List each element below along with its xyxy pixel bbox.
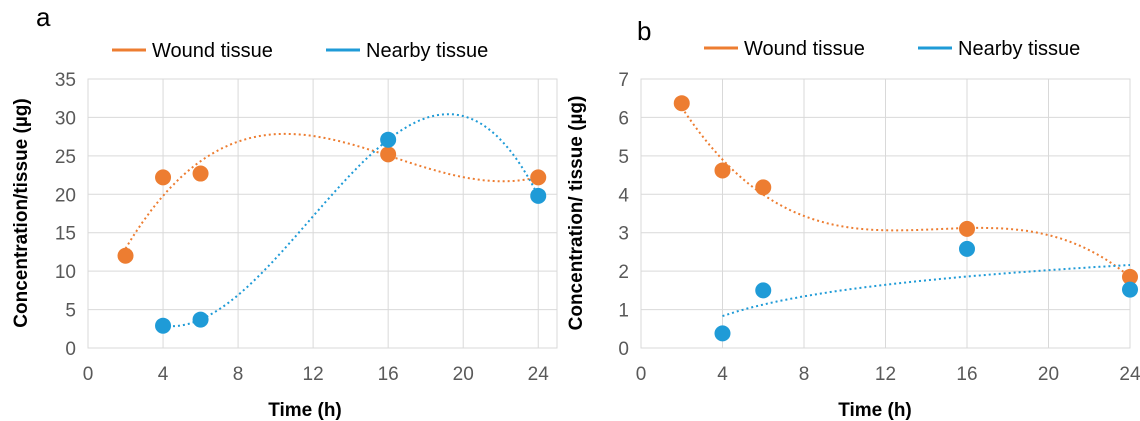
chart-panel-a: a 0 5 10 15 20 25 30 35 0 4 8 12 16 20 24 Concentration/…	[11, 2, 558, 421]
data-point	[714, 325, 731, 342]
panel-label: b	[637, 16, 651, 46]
y-tick-label: 0	[65, 339, 76, 360]
x-tick-label: 20	[1038, 364, 1059, 385]
y-tick-label: 7	[618, 70, 629, 91]
plot-frame	[87, 78, 558, 349]
data-point	[755, 282, 772, 299]
data-point	[530, 187, 547, 204]
x-tick-label: 20	[453, 364, 474, 385]
data-point	[959, 240, 975, 257]
data-point	[380, 146, 397, 163]
trendline	[162, 113, 540, 328]
x-tick-label: 8	[233, 364, 244, 385]
y-tick-label: 10	[55, 262, 76, 283]
x-tick-label: 16	[956, 364, 977, 385]
y-tick-label: 15	[55, 224, 76, 245]
x-tick-label: 24	[528, 364, 550, 385]
data-point	[155, 317, 172, 334]
data-point	[380, 131, 397, 148]
y-tick-label: 20	[55, 185, 76, 206]
legend-label: Wound tissue	[152, 40, 273, 62]
x-tick-label: 12	[875, 364, 896, 385]
x-tick-label: 16	[378, 364, 399, 385]
x-tick-label: 24	[1119, 364, 1140, 385]
y-tick-label: 5	[618, 147, 629, 168]
x-tick-label: 0	[636, 364, 647, 385]
x-tick-label: 4	[158, 364, 169, 385]
data-point	[117, 247, 134, 264]
y-tick-label: 1	[618, 301, 629, 322]
legend-label: Nearby tissue	[958, 38, 1080, 60]
data-point	[959, 220, 975, 237]
x-axis-title: Time (h)	[838, 400, 912, 421]
y-tick-label: 30	[55, 108, 76, 129]
y-tick-label: 25	[55, 147, 76, 168]
trendline	[680, 106, 1130, 278]
data-point	[755, 179, 772, 196]
x-tick-label: 8	[799, 364, 810, 385]
data-point	[192, 165, 209, 182]
y-axis-title: Concentration/ tissue (µg)	[566, 96, 587, 331]
x-tick-label: 4	[717, 364, 728, 385]
data-point	[530, 169, 547, 186]
y-tick-label: 4	[618, 185, 629, 206]
legend-label: Nearby tissue	[366, 40, 488, 62]
panel-label: a	[36, 2, 51, 32]
y-tick-label: 5	[65, 301, 76, 322]
y-tick-label: 0	[618, 339, 629, 360]
x-tick-label: 12	[303, 364, 324, 385]
data-point	[155, 169, 172, 186]
trendline	[722, 264, 1130, 318]
legend-label: Wound tissue	[744, 38, 865, 60]
trendline	[124, 132, 539, 250]
y-tick-label: 35	[55, 70, 76, 91]
data-point	[714, 162, 731, 179]
data-point	[673, 95, 690, 112]
data-point	[192, 311, 209, 328]
y-tick-label: 6	[618, 108, 629, 129]
y-axis-title: Concentration/tissue (µg)	[11, 98, 32, 327]
x-tick-label: 0	[83, 364, 94, 385]
data-point	[1122, 268, 1138, 285]
x-axis-title: Time (h)	[268, 400, 342, 421]
plot-frame	[640, 78, 1131, 349]
y-tick-label: 2	[618, 262, 629, 283]
y-tick-label: 3	[618, 224, 629, 245]
data-point	[1122, 281, 1138, 298]
